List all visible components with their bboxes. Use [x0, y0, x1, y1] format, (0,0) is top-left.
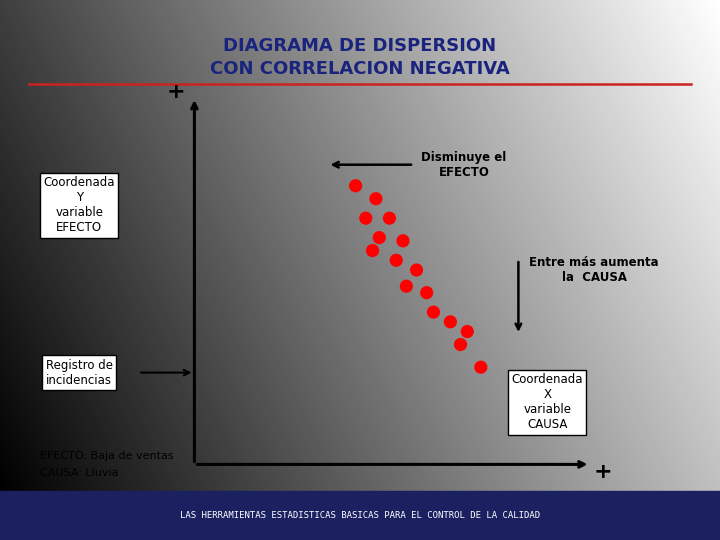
Point [410, 266, 422, 274]
Text: Registro de
incidencias: Registro de incidencias [45, 359, 113, 387]
Point [444, 318, 456, 326]
Point [400, 282, 412, 291]
Point [455, 340, 467, 349]
Text: Coordenada
Y
variable
EFECTO: Coordenada Y variable EFECTO [43, 176, 115, 234]
Point [397, 237, 409, 245]
Point [475, 363, 487, 372]
Point [370, 194, 382, 203]
Text: CAUSA: Lluvia: CAUSA: Lluvia [40, 468, 118, 477]
Point [360, 214, 372, 222]
Point [462, 327, 473, 336]
Point [366, 246, 378, 255]
Text: DIAGRAMA DE DISPERSION: DIAGRAMA DE DISPERSION [223, 37, 497, 55]
Text: LAS HERRAMIENTAS ESTADISTICAS BASICAS PARA EL CONTROL DE LA CALIDAD: LAS HERRAMIENTAS ESTADISTICAS BASICAS PA… [180, 511, 540, 520]
Point [428, 308, 439, 316]
Text: Entre más aumenta
la  CAUSA: Entre más aumenta la CAUSA [529, 256, 659, 284]
Text: +: + [594, 462, 613, 483]
Text: Disminuye el
EFECTO: Disminuye el EFECTO [421, 151, 506, 179]
Point [384, 214, 395, 222]
Point [374, 233, 385, 242]
Text: +: + [167, 82, 186, 102]
Point [421, 288, 433, 297]
Point [350, 181, 361, 190]
Point [390, 256, 402, 265]
Text: Coordenada
X
variable
CAUSA: Coordenada X variable CAUSA [511, 373, 583, 431]
Text: CON CORRELACION NEGATIVA: CON CORRELACION NEGATIVA [210, 59, 510, 78]
Text: EFECTO: Baja de ventas: EFECTO: Baja de ventas [40, 451, 174, 461]
Bar [0, 491, 720, 540]
